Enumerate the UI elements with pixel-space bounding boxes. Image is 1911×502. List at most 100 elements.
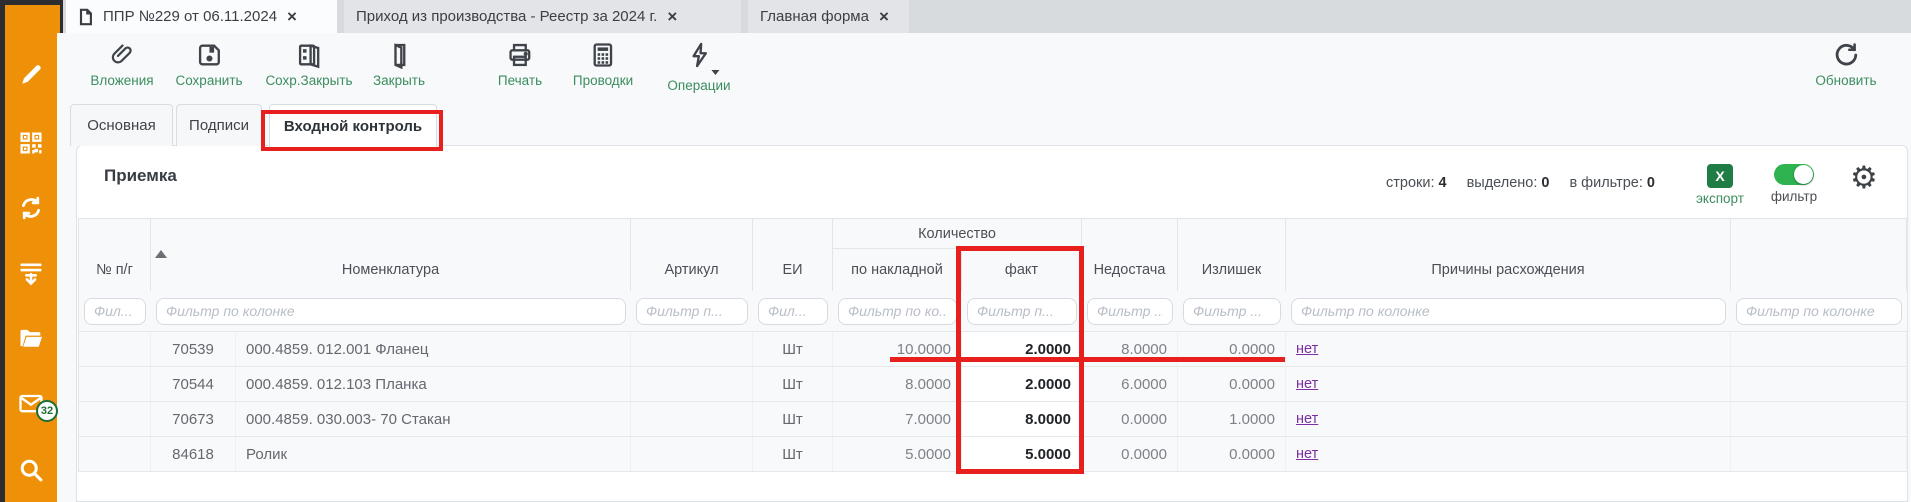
filter-input-by-invoice[interactable] <box>838 297 957 325</box>
cell-by-invoice: 5.0000 <box>833 437 962 471</box>
acceptance-table: № п/г Номенклатура Артикул ЕИ Количество… <box>78 218 1908 472</box>
cell-fact[interactable]: 2.0000 <box>962 367 1082 401</box>
filter-input-extra[interactable] <box>1736 297 1902 325</box>
tab-vhodnoy-kontrol[interactable]: Входной контроль <box>269 104 437 147</box>
column-header-nomenclature[interactable]: Номенклатура <box>151 219 631 291</box>
column-header-reasons[interactable]: Причины расхождения <box>1286 219 1731 291</box>
cell-shortage: 6.0000 <box>1082 367 1178 401</box>
toolbar-button-label: Обновить <box>1815 73 1877 88</box>
toolbar-button-label: Проводки <box>572 73 634 88</box>
stat-rows-value: 4 <box>1438 175 1447 191</box>
window-tab-registry[interactable]: Приход из производства - Реестр за 2024 … <box>344 0 741 33</box>
caret-down-icon <box>711 70 719 75</box>
cell-unit: Шт <box>753 437 833 471</box>
sync-icon[interactable] <box>16 193 46 223</box>
filter-input-nomenclature[interactable] <box>156 297 626 325</box>
cell-shortage: 0.0000 <box>1082 437 1178 471</box>
filter-toggle[interactable] <box>1774 164 1814 185</box>
filter-input-surplus[interactable] <box>1183 297 1281 325</box>
table-header: № п/г Номенклатура Артикул ЕИ Количество… <box>79 219 1907 291</box>
tab-podpisi[interactable]: Подписи <box>176 104 262 146</box>
reason-link[interactable]: нет <box>1296 411 1319 427</box>
cell-unit: Шт <box>753 367 833 401</box>
cell-surplus: 0.0000 <box>1178 367 1286 401</box>
cell-num <box>79 332 151 366</box>
reason-link[interactable]: нет <box>1296 376 1319 392</box>
table-row[interactable]: 70544 000.4859. 012.103 Планка Шт 8.0000… <box>79 366 1907 401</box>
search-icon[interactable] <box>16 455 46 485</box>
window-tab-main-form[interactable]: Главная форма × <box>748 0 909 33</box>
document-queue-icon[interactable] <box>16 258 46 288</box>
tab-osnovnaya[interactable]: Основная <box>70 104 173 146</box>
cell-articul <box>631 332 753 366</box>
cell-code: 70539 <box>151 332 236 366</box>
filter-input-reasons[interactable] <box>1291 297 1726 325</box>
column-header-unit[interactable]: ЕИ <box>753 219 833 291</box>
export-button[interactable]: X экспорт <box>1689 164 1751 206</box>
column-header-extra[interactable] <box>1731 219 1907 291</box>
column-header-by-invoice[interactable]: по накладной <box>833 249 962 291</box>
refresh-button[interactable]: Обновить <box>1815 41 1877 88</box>
cell-code: 84618 <box>151 437 236 471</box>
gear-icon[interactable]: ⚙ <box>1850 160 1878 195</box>
subtab-label: Подписи <box>189 117 249 134</box>
column-header-articul[interactable]: Артикул <box>631 219 753 291</box>
close-icon[interactable]: × <box>287 7 297 26</box>
column-header-num[interactable]: № п/г <box>79 219 151 291</box>
subtab-label: Входной контроль <box>283 117 423 135</box>
left-edge-strip <box>0 0 5 502</box>
postings-button[interactable]: Проводки <box>573 41 633 88</box>
cell-name: 000.4859. 012.001 Фланец <box>236 332 631 366</box>
save-button[interactable]: Сохранить <box>175 41 243 88</box>
filter-input-fact[interactable] <box>967 297 1077 325</box>
page-title: Приемка <box>104 166 177 185</box>
column-header-fact[interactable]: факт <box>962 249 1082 291</box>
column-header-surplus[interactable]: Излишек <box>1178 219 1286 291</box>
cell-fact[interactable]: 5.0000 <box>962 437 1082 471</box>
edit-icon[interactable] <box>16 60 46 90</box>
floppy-icon <box>198 44 220 66</box>
window-tab-bar: ППР №229 от 06.11.2024 × Приход из произ… <box>63 0 1911 33</box>
cell-fact[interactable]: 2.0000 <box>962 332 1082 366</box>
export-label: экспорт <box>1696 191 1744 206</box>
reason-link[interactable]: нет <box>1296 341 1319 357</box>
cell-surplus: 0.0000 <box>1178 437 1286 471</box>
filter-input-num[interactable] <box>84 297 146 325</box>
close-icon[interactable]: × <box>667 7 678 26</box>
attachments-button[interactable]: Вложения <box>90 41 154 88</box>
toolbar-button-label: Печать <box>497 73 543 88</box>
reason-link[interactable]: нет <box>1296 446 1319 462</box>
cell-by-invoice: 8.0000 <box>833 367 962 401</box>
cell-shortage: 0.0000 <box>1082 402 1178 436</box>
table-row[interactable]: 84618 Ролик Шт 5.0000 5.0000 0.0000 0.00… <box>79 436 1907 471</box>
save-close-button[interactable]: Сохр.Закрыть <box>265 41 353 88</box>
cell-extra <box>1731 437 1907 471</box>
column-header-shortage[interactable]: Недостача <box>1082 219 1178 291</box>
window-tab-document[interactable]: ППР №229 от 06.11.2024 × <box>66 0 337 33</box>
sidebar-top-square <box>5 5 60 33</box>
operations-button[interactable]: Операции <box>667 41 731 93</box>
close-icon[interactable]: × <box>878 7 889 26</box>
sort-ascending-icon[interactable] <box>155 250 167 258</box>
printer-icon <box>509 43 531 67</box>
cell-fact[interactable]: 8.0000 <box>962 402 1082 436</box>
close-button[interactable]: Закрыть <box>373 41 425 88</box>
folder-icon[interactable] <box>16 323 46 353</box>
filter-input-unit[interactable] <box>758 297 828 325</box>
toolbar: Вложения Сохранить Сохр.Закрыть <box>57 33 1911 103</box>
toolbar-button-label: Вложения <box>90 73 154 88</box>
cell-surplus: 0.0000 <box>1178 332 1286 366</box>
table-row[interactable]: 70539 000.4859. 012.001 Фланец Шт 10.000… <box>79 331 1907 366</box>
print-button[interactable]: Печать <box>498 41 542 88</box>
filter-input-shortage[interactable] <box>1087 297 1173 325</box>
filter-toggle-label: фильтр <box>1770 189 1818 204</box>
cell-extra <box>1731 402 1907 436</box>
cell-articul <box>631 367 753 401</box>
cell-reason: нет <box>1286 437 1731 471</box>
cell-shortage: 8.0000 <box>1082 332 1178 366</box>
mail-icon[interactable]: 32 <box>16 388 58 422</box>
table-row[interactable]: 70673 000.4859. 030.003- 70 Стакан Шт 7.… <box>79 401 1907 436</box>
qr-code-icon[interactable] <box>16 128 46 158</box>
filter-input-articul[interactable] <box>636 297 748 325</box>
